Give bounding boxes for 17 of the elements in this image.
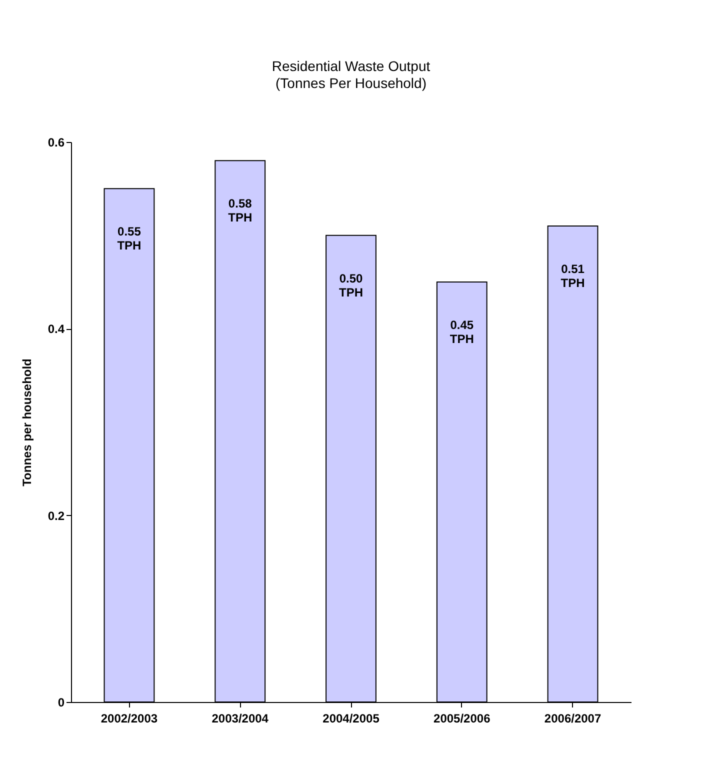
x-tick-label: 2004/2005 <box>322 712 380 726</box>
y-tick-label: 0.6 <box>48 136 65 150</box>
chart-subtitle: (Tonnes Per Household) <box>276 75 426 91</box>
chart-title: Residential Waste Output <box>272 58 430 74</box>
x-tick-label: 2005/2006 <box>434 712 491 726</box>
y-tick-label: 0 <box>58 696 65 710</box>
y-axis-title: Tonnes per household <box>20 358 34 486</box>
x-tick-label: 2006/2007 <box>544 712 602 726</box>
x-tick-label: 2002/2003 <box>100 712 158 726</box>
y-tick-label: 0.2 <box>48 508 65 523</box>
data-label: 0.58 TPH <box>228 196 252 225</box>
data-label: 0.55 TPH <box>117 224 142 253</box>
y-tick-label: 0.4 <box>48 322 65 336</box>
data-label: 0.50 TPH <box>339 271 363 300</box>
data-label: 0.45 TPH <box>450 318 474 346</box>
data-label: 0.51 TPH <box>560 262 585 290</box>
x-tick-label: 2003/2004 <box>212 712 269 726</box>
